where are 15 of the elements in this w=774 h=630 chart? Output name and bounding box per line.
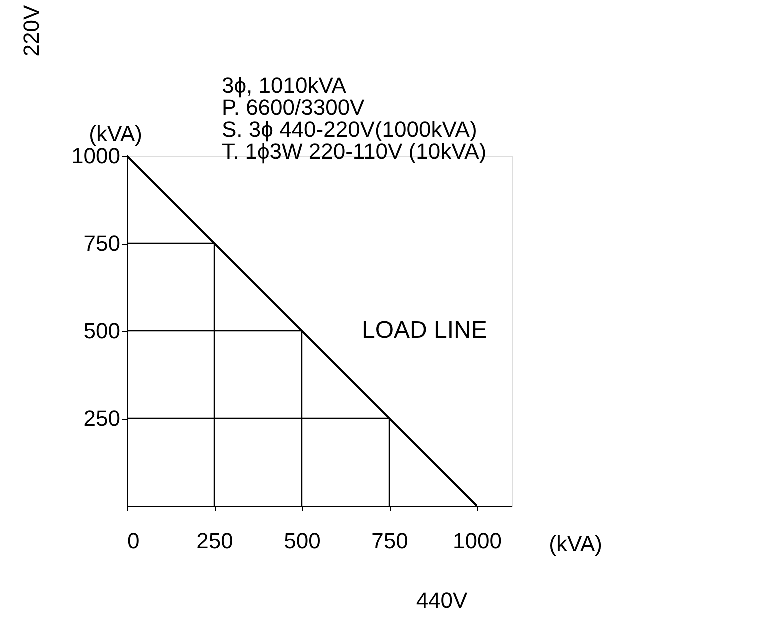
text: 440V bbox=[416, 588, 468, 613]
x-tick-label: 1000 bbox=[453, 528, 502, 554]
annotation: LOAD LINE bbox=[362, 317, 488, 344]
text: S. 3ϕ 440-220V(1000kVA) bbox=[222, 117, 478, 142]
y-tick-label: 750 bbox=[84, 231, 120, 256]
y-tick-label: 250 bbox=[84, 406, 120, 431]
text: 220V bbox=[19, 4, 44, 57]
x-tick-label: 250 bbox=[196, 528, 234, 554]
text: 3ϕ, 1010kVA bbox=[222, 73, 347, 98]
x-tick-label: 500 bbox=[284, 528, 321, 554]
y-tick-label: 500 bbox=[84, 318, 120, 344]
x-tick-label: 750 bbox=[372, 528, 408, 554]
y-axis-title: (kVA) bbox=[89, 122, 142, 146]
x-tick-label: 0 bbox=[128, 528, 140, 554]
x-axis-title: (kVA) bbox=[549, 532, 602, 556]
